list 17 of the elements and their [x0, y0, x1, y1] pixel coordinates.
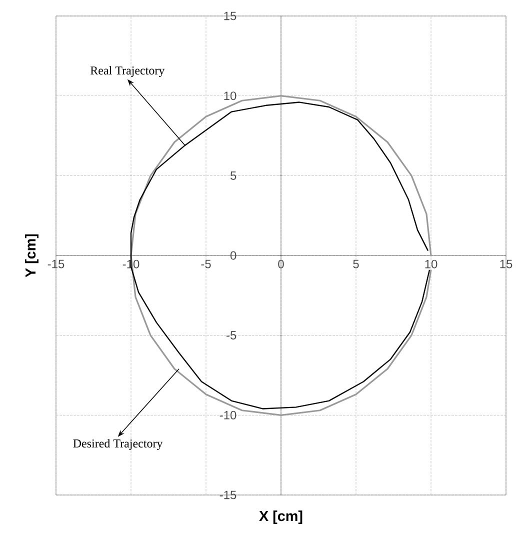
x-axis-title: X [cm] [259, 510, 302, 524]
annotation: Real Trajectory [90, 66, 165, 78]
x-tick-label: -5 [201, 260, 211, 268]
y-tick-label: -15 [220, 490, 236, 500]
y-tick-label: -10 [220, 410, 236, 420]
x-tick-label: 5 [353, 260, 359, 268]
y-tick-label: 15 [224, 12, 236, 20]
x-tick-label: 15 [500, 260, 512, 268]
x-tick-label: -15 [48, 260, 64, 268]
y-tick-label: -5 [226, 331, 236, 340]
y-tick-label: 0 [230, 251, 236, 260]
x-tick-label: 10 [425, 260, 438, 268]
y-tick-label: 5 [230, 171, 236, 180]
x-tick-label: 0 [278, 260, 284, 268]
annotation: Desired Trajectory [73, 439, 163, 450]
y-axis-title: Y [cm] [25, 234, 38, 278]
y-tick-label: 10 [224, 92, 236, 100]
